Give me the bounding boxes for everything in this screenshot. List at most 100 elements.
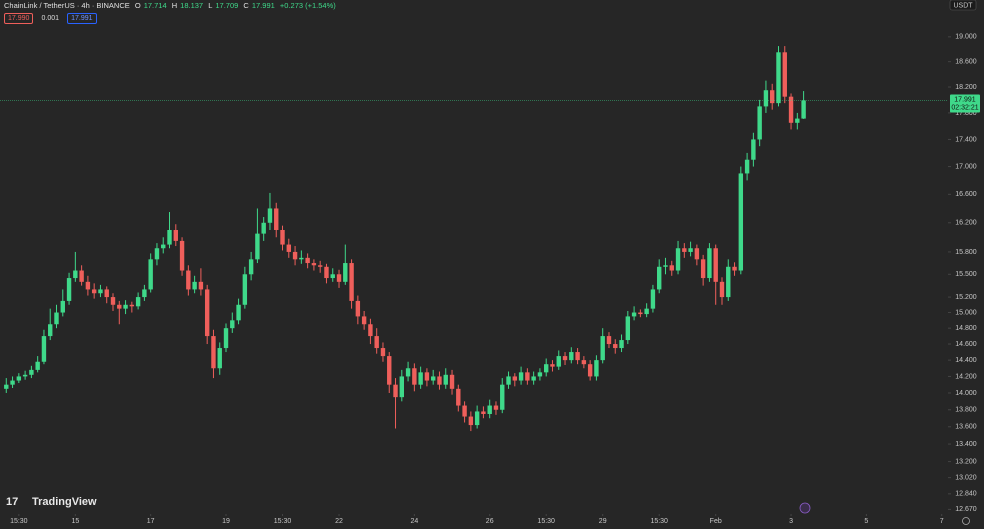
ask[interactable]: 17.991 [67, 13, 97, 24]
y-tick-label: 13.400 [955, 441, 977, 448]
candle-body [223, 328, 229, 349]
candle-body [462, 405, 467, 417]
y-tick-label: 16.600 [955, 191, 977, 198]
candle-body [412, 368, 417, 385]
events-icon[interactable] [799, 502, 811, 514]
candle-body [732, 266, 737, 271]
c-label: C [243, 1, 249, 10]
candle-body [569, 352, 574, 361]
candle-body [795, 118, 800, 123]
candle-body [179, 240, 185, 271]
candle-body [518, 372, 524, 381]
candle-body [801, 100, 806, 119]
candle-body [355, 300, 361, 317]
candle-body [657, 266, 662, 290]
symbol[interactable]: ChainLink / TetherUS · 4h · BINANCE [4, 1, 130, 10]
y-tick-label: 13.200 [955, 458, 977, 465]
candle-body [380, 348, 386, 357]
candle-body [613, 344, 618, 349]
candle-body [757, 106, 762, 140]
candle-body [10, 380, 15, 385]
candle-body [204, 289, 210, 337]
low-value: 17.709 [215, 1, 239, 10]
y-tick-label: 15.000 [955, 309, 977, 316]
candle-body [154, 248, 160, 260]
candle-body [550, 364, 555, 367]
candle-body [594, 360, 599, 377]
y-tick-label: 16.200 [955, 220, 977, 227]
candle-body [349, 263, 354, 301]
candle-body [543, 364, 549, 373]
y-tick-label: 14.200 [955, 373, 977, 380]
x-tick-label: 17 [147, 518, 155, 525]
candle-body [782, 52, 787, 97]
x-tick-label: 15 [71, 518, 79, 525]
candle-body [744, 159, 750, 174]
y-tick-label: 14.400 [955, 357, 977, 364]
currency[interactable]: USDT [953, 2, 973, 9]
spread: 0.001 [41, 15, 60, 22]
candle-body [675, 248, 681, 271]
y-tick-label: 18.200 [955, 84, 977, 91]
x-tick-label: 22 [335, 518, 343, 525]
candle-body [493, 405, 499, 410]
candle-body [638, 312, 643, 315]
candle-body [217, 348, 222, 369]
candle-body [374, 336, 379, 349]
x-tick-label: 15:30 [650, 518, 668, 525]
candle-body [650, 289, 656, 309]
candle-body [468, 416, 474, 426]
l-label: L [208, 1, 213, 10]
candle-body [700, 259, 706, 279]
candle-body [449, 374, 455, 389]
candle-body [66, 278, 72, 301]
x-tick-label: 15:30 [10, 518, 28, 525]
settings-icon[interactable] [962, 517, 970, 525]
candle-body [387, 356, 392, 385]
candle-body [161, 244, 166, 249]
candle-body [104, 289, 109, 298]
candle-body [73, 270, 78, 279]
candle-body [581, 360, 587, 365]
candle-body [41, 336, 47, 362]
candle-body [129, 304, 135, 307]
candle-body [22, 374, 28, 377]
candle-body [788, 96, 794, 123]
h-label: H [171, 1, 178, 10]
candle-body [707, 248, 712, 279]
candle-body [91, 289, 97, 294]
candle-body [688, 248, 693, 252]
candle-body [286, 244, 291, 252]
candle-body [79, 270, 84, 282]
y-tick-label: 15.800 [955, 249, 977, 256]
y-tick-label: 17.800 [955, 110, 977, 117]
candle-body [575, 352, 580, 361]
x-tick-label: 19 [222, 518, 230, 525]
candle-body [35, 361, 40, 370]
candle-body [669, 265, 674, 271]
candle-body [776, 52, 781, 104]
x-tick-label: 26 [486, 518, 494, 525]
currency-box[interactable] [949, 0, 977, 11]
x-tick-label: 15:30 [537, 518, 555, 525]
candle-body [694, 248, 700, 260]
candle-body [255, 233, 260, 260]
candle-body [123, 304, 128, 309]
candle-body [324, 266, 329, 279]
candle-body [135, 297, 141, 307]
y-tick-label: 17.000 [955, 163, 977, 170]
bid[interactable]: 17.990 [4, 13, 34, 24]
candle-body [305, 257, 310, 264]
x-tick-label: 3 [789, 518, 793, 525]
candle-body [248, 259, 254, 275]
candle-body [625, 316, 631, 341]
candle-body [512, 376, 518, 381]
candle-body [456, 388, 461, 406]
candle-body [424, 372, 430, 381]
quote-row: 17.990 0.001 17.991 [4, 13, 339, 24]
candle-body [443, 374, 448, 385]
candle-body [587, 364, 593, 377]
candle-body [29, 369, 34, 375]
candle-body [600, 336, 605, 361]
